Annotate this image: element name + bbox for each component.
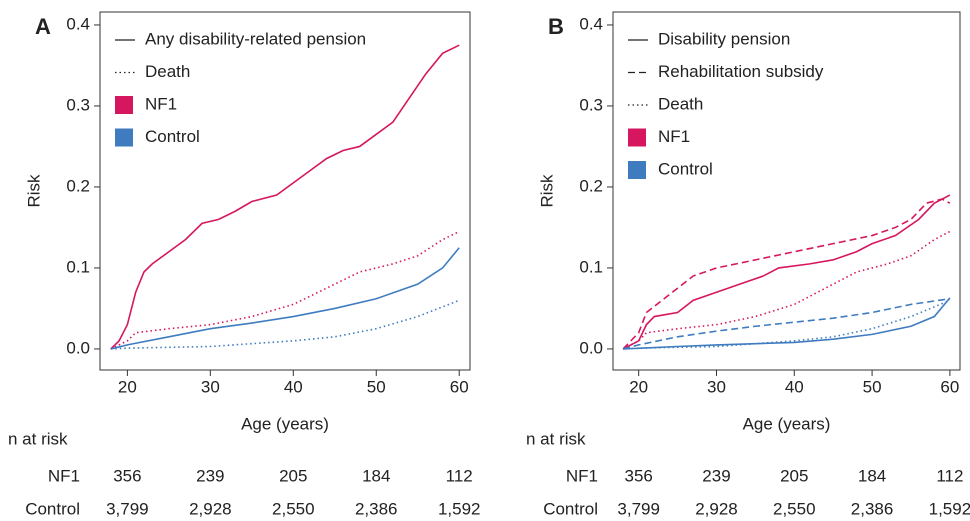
- risk-value: 184: [362, 466, 390, 485]
- legend-swatch: [115, 128, 133, 147]
- x-tick-label: 60: [940, 377, 959, 396]
- x-tick-label: 50: [863, 377, 882, 396]
- y-tick-label: 0.0: [579, 338, 603, 357]
- y-tick-label: 0.2: [579, 176, 603, 195]
- y-tick-label: 0.3: [579, 95, 603, 114]
- legend-label: Death: [658, 94, 703, 113]
- x-tick-label: 40: [284, 377, 303, 396]
- curve: [110, 299, 460, 350]
- curve: [623, 297, 951, 350]
- legend-label: Rehabilitation subsidy: [658, 62, 824, 81]
- risk-table-title: n at risk: [8, 429, 68, 448]
- risk-value: 3,799: [617, 499, 660, 518]
- curve: [110, 44, 460, 350]
- risk-value: 205: [279, 466, 307, 485]
- x-axis-label: Age (years): [241, 414, 329, 433]
- y-axis-label: Risk: [24, 174, 43, 208]
- panel-label: B: [548, 14, 564, 39]
- x-tick-label: 60: [450, 377, 469, 396]
- y-axis-label: Risk: [537, 174, 556, 208]
- y-tick-label: 0.1: [66, 257, 90, 276]
- risk-table-title: n at risk: [526, 429, 586, 448]
- risk-value: 239: [196, 466, 224, 485]
- legend-label: NF1: [145, 94, 177, 113]
- risk-value: 112: [936, 466, 963, 485]
- risk-row-label: NF1: [48, 466, 80, 485]
- risk-value: 1,592: [929, 499, 970, 518]
- risk-value: 2,928: [695, 499, 738, 518]
- curve: [623, 299, 951, 350]
- y-tick-label: 0.1: [579, 257, 603, 276]
- panel-label: A: [35, 14, 51, 39]
- plot-frame: [612, 11, 961, 371]
- curve: [622, 297, 951, 350]
- risk-value: 2,550: [773, 499, 816, 518]
- curve: [622, 194, 951, 350]
- curve: [622, 198, 951, 350]
- curve: [110, 247, 460, 350]
- risk-value: 2,386: [355, 499, 398, 518]
- curve: [622, 230, 951, 350]
- risk-value: 2,550: [272, 499, 315, 518]
- legend-swatch: [628, 161, 646, 179]
- x-tick-label: 30: [201, 377, 220, 396]
- legend-label: Control: [145, 127, 200, 146]
- legend-swatch: [628, 128, 646, 147]
- risk-value: 239: [702, 466, 730, 485]
- x-tick-label: 50: [367, 377, 386, 396]
- legend-label: Control: [658, 159, 713, 178]
- risk-value: 1,592: [438, 499, 481, 518]
- x-tick-label: 30: [707, 377, 726, 396]
- x-tick-label: 40: [785, 377, 804, 396]
- risk-value: 112: [446, 466, 473, 485]
- risk-value: 2,928: [189, 499, 232, 518]
- y-tick-label: 0.4: [66, 14, 90, 33]
- risk-value: 205: [780, 466, 808, 485]
- risk-row-label: NF1: [566, 466, 598, 485]
- legend-swatch: [115, 96, 133, 114]
- risk-value: 3,799: [106, 499, 149, 518]
- risk-row-label: Control: [25, 499, 80, 518]
- y-tick-label: 0.4: [579, 14, 603, 33]
- y-tick-label: 0.0: [66, 338, 90, 357]
- x-tick-label: 20: [629, 377, 648, 396]
- x-tick-label: 20: [118, 377, 137, 396]
- legend-label: Any disability-related pension: [145, 29, 366, 48]
- y-tick-label: 0.3: [66, 95, 90, 114]
- risk-value: 356: [113, 466, 141, 485]
- risk-value: 2,386: [851, 499, 894, 518]
- risk-row-label: Control: [543, 499, 598, 518]
- legend-label: Disability pension: [658, 29, 790, 48]
- legend-label: Death: [145, 62, 190, 81]
- risk-value: 184: [858, 466, 886, 485]
- plot-frame: [99, 11, 471, 371]
- y-tick-label: 0.2: [66, 176, 90, 195]
- curve: [110, 230, 460, 350]
- risk-value: 356: [624, 466, 652, 485]
- legend-label: NF1: [658, 127, 690, 146]
- x-axis-label: Age (years): [743, 414, 831, 433]
